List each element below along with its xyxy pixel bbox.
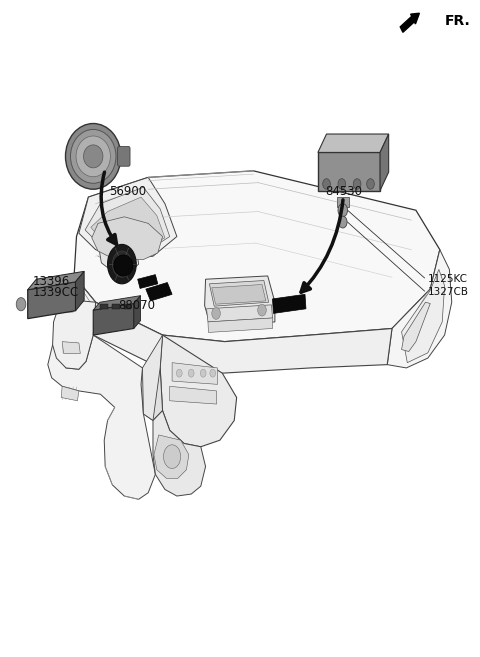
Polygon shape bbox=[337, 197, 349, 207]
Circle shape bbox=[200, 369, 206, 377]
Polygon shape bbox=[204, 276, 275, 325]
Circle shape bbox=[188, 369, 194, 377]
Polygon shape bbox=[92, 217, 163, 260]
Polygon shape bbox=[141, 368, 163, 420]
Text: 1339CC: 1339CC bbox=[33, 286, 79, 299]
Polygon shape bbox=[160, 335, 237, 447]
Polygon shape bbox=[318, 152, 380, 191]
Text: 13396: 13396 bbox=[33, 275, 70, 288]
Polygon shape bbox=[154, 435, 189, 478]
Text: 84530: 84530 bbox=[326, 185, 363, 198]
Polygon shape bbox=[93, 302, 392, 373]
Polygon shape bbox=[172, 363, 217, 384]
Polygon shape bbox=[380, 134, 389, 191]
Polygon shape bbox=[138, 275, 158, 288]
Circle shape bbox=[210, 369, 216, 377]
Text: 1125KC: 1125KC bbox=[428, 274, 468, 284]
Text: 1327CB: 1327CB bbox=[428, 287, 469, 298]
FancyBboxPatch shape bbox=[112, 304, 120, 309]
Ellipse shape bbox=[114, 255, 133, 276]
Polygon shape bbox=[212, 284, 266, 304]
Circle shape bbox=[367, 179, 374, 189]
Polygon shape bbox=[28, 282, 75, 319]
Polygon shape bbox=[99, 240, 139, 273]
Circle shape bbox=[112, 251, 132, 277]
Polygon shape bbox=[93, 304, 134, 335]
Polygon shape bbox=[60, 276, 96, 335]
Circle shape bbox=[164, 445, 180, 468]
Polygon shape bbox=[206, 305, 273, 322]
Polygon shape bbox=[74, 171, 440, 342]
Circle shape bbox=[16, 298, 26, 311]
Polygon shape bbox=[75, 271, 84, 311]
Ellipse shape bbox=[65, 124, 121, 189]
Polygon shape bbox=[61, 386, 79, 401]
Circle shape bbox=[338, 204, 348, 217]
Polygon shape bbox=[170, 386, 216, 404]
Ellipse shape bbox=[71, 129, 116, 183]
Polygon shape bbox=[28, 271, 84, 290]
Text: 56900: 56900 bbox=[109, 185, 147, 198]
Polygon shape bbox=[134, 296, 141, 328]
FancyBboxPatch shape bbox=[118, 147, 130, 166]
Circle shape bbox=[258, 304, 266, 316]
FancyBboxPatch shape bbox=[100, 304, 108, 309]
Polygon shape bbox=[109, 253, 134, 271]
Polygon shape bbox=[62, 342, 80, 353]
Circle shape bbox=[212, 307, 220, 319]
Circle shape bbox=[338, 216, 347, 228]
Polygon shape bbox=[48, 335, 156, 499]
FancyBboxPatch shape bbox=[124, 304, 132, 309]
Ellipse shape bbox=[84, 145, 103, 168]
Polygon shape bbox=[209, 281, 269, 306]
Text: 88070: 88070 bbox=[119, 299, 156, 312]
Circle shape bbox=[323, 179, 330, 189]
Polygon shape bbox=[273, 294, 306, 313]
Polygon shape bbox=[91, 197, 165, 251]
Polygon shape bbox=[318, 134, 389, 152]
Polygon shape bbox=[93, 296, 141, 310]
Polygon shape bbox=[402, 302, 430, 351]
Circle shape bbox=[108, 244, 136, 284]
Circle shape bbox=[353, 179, 361, 189]
Ellipse shape bbox=[76, 136, 110, 177]
Polygon shape bbox=[143, 335, 163, 420]
Circle shape bbox=[117, 258, 127, 271]
Circle shape bbox=[177, 369, 182, 377]
Polygon shape bbox=[208, 318, 273, 332]
Polygon shape bbox=[402, 269, 444, 363]
FancyArrow shape bbox=[400, 13, 420, 32]
Polygon shape bbox=[79, 177, 177, 260]
Polygon shape bbox=[387, 250, 452, 368]
Polygon shape bbox=[153, 411, 205, 496]
Text: FR.: FR. bbox=[444, 14, 470, 28]
Circle shape bbox=[338, 179, 346, 189]
Polygon shape bbox=[146, 283, 172, 301]
Polygon shape bbox=[53, 299, 96, 369]
Polygon shape bbox=[85, 187, 170, 254]
